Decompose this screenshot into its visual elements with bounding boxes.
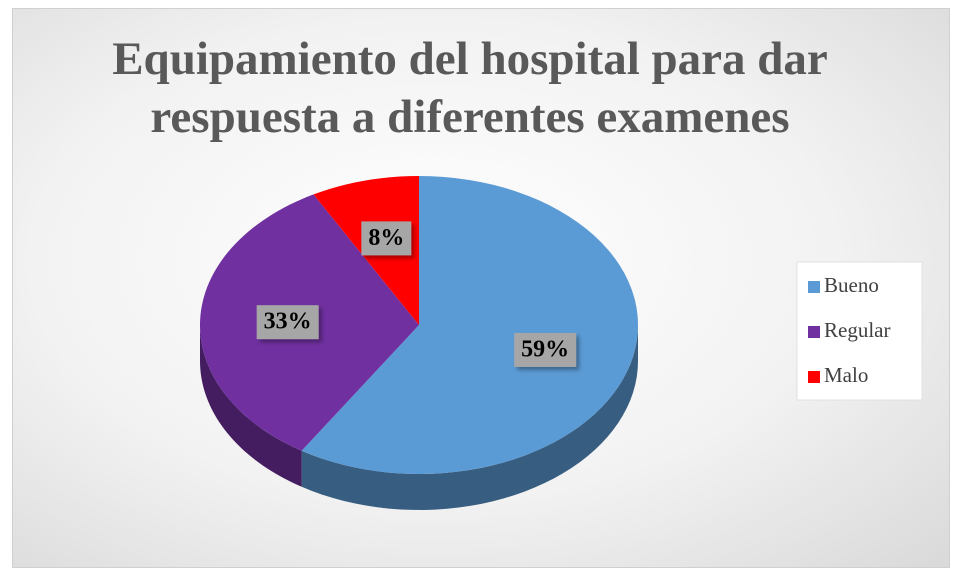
- legend-label: Malo: [824, 363, 868, 387]
- data-label: 33%: [256, 305, 319, 340]
- data-label-box: [256, 305, 319, 340]
- chart-title: Equipamiento del hospital para dar respu…: [112, 33, 828, 143]
- legend-label: Regular: [824, 318, 890, 342]
- legend-swatch: [808, 326, 820, 338]
- data-label-text: 59%: [521, 336, 569, 362]
- data-label-box: [514, 332, 577, 367]
- legend-swatch: [808, 281, 820, 293]
- slice: [301, 176, 638, 474]
- data-label-box: [361, 221, 412, 256]
- data-label: 59%: [514, 332, 577, 367]
- legend-swatch: [808, 371, 820, 383]
- legend-label: Bueno: [824, 273, 879, 297]
- data-label-text: 33%: [264, 309, 312, 335]
- data-label: 8%: [361, 221, 412, 256]
- slice-side: [301, 325, 638, 510]
- slice-side: [200, 325, 302, 487]
- data-label-text: 8%: [368, 225, 404, 251]
